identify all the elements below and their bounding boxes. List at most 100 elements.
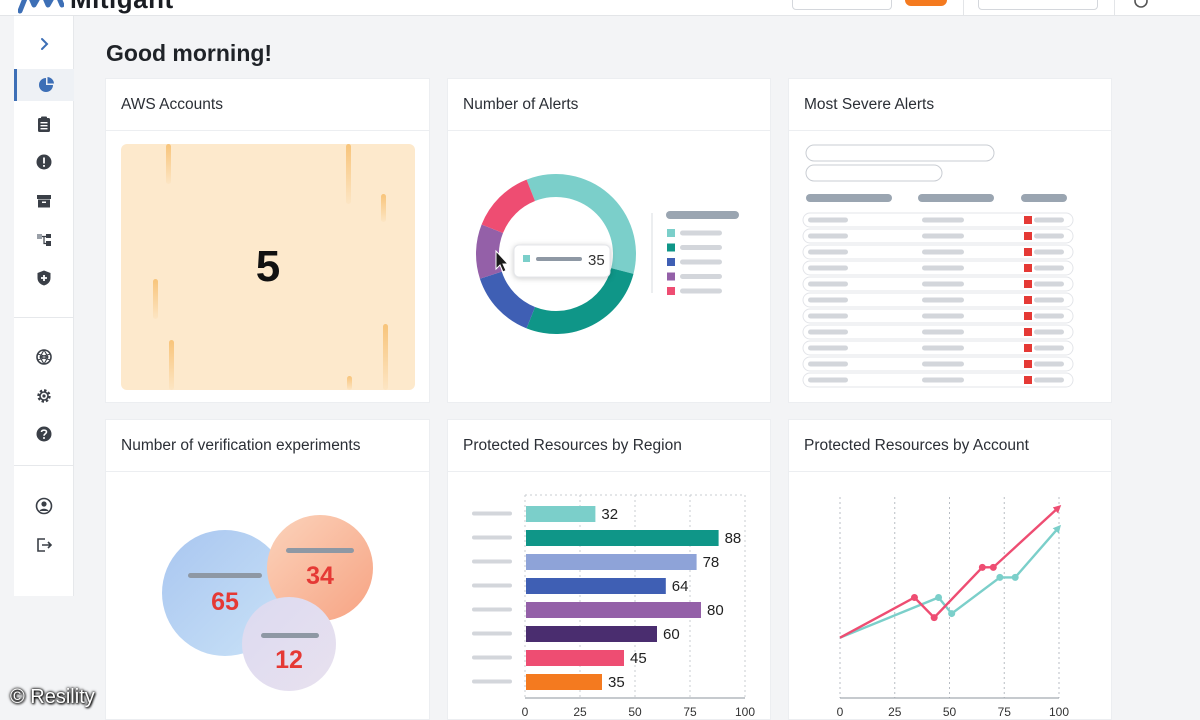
sidebar-item-resources[interactable] — [14, 224, 74, 256]
series-point[interactable] — [948, 610, 956, 618]
top-bar: Mitigant — [0, 0, 1200, 16]
watermark: © Resility — [10, 686, 95, 708]
table-row[interactable] — [802, 276, 1074, 292]
region-bar-5[interactable] — [526, 626, 657, 642]
series-point[interactable] — [978, 563, 986, 571]
series-point[interactable] — [935, 594, 943, 601]
table-row[interactable] — [802, 372, 1074, 388]
legend-swatch-4 — [667, 287, 675, 295]
bar-value-label: 45 — [630, 650, 647, 667]
alerts-donut-chart: 35 — [476, 174, 739, 334]
card-number-of-alerts: Number of Alerts 35 — [447, 78, 771, 403]
severity-marker — [1024, 360, 1032, 368]
series-point[interactable] — [1011, 573, 1019, 581]
severity-marker — [1024, 232, 1032, 240]
severity-filter-input[interactable] — [805, 144, 995, 162]
donut-slice-4[interactable] — [481, 179, 536, 234]
region-bar-6[interactable] — [526, 650, 624, 666]
donut-slice-1[interactable] — [526, 268, 634, 334]
table-row[interactable] — [802, 356, 1074, 372]
hierarchy-icon — [37, 234, 51, 246]
svg-text:34: 34 — [306, 562, 334, 590]
sidebar-item-integrations[interactable] — [14, 341, 74, 373]
top-search-field[interactable] — [792, 0, 892, 10]
tooltip-value: 35 — [588, 252, 605, 269]
region-bar-1[interactable] — [526, 530, 719, 546]
severity-marker — [1024, 216, 1032, 224]
table-row[interactable] — [802, 228, 1074, 244]
table-row[interactable] — [802, 324, 1074, 340]
table-row[interactable] — [802, 244, 1074, 260]
severity-marker — [1024, 264, 1032, 272]
x-tick-label: 0 — [837, 705, 844, 719]
sidebar-item-archive[interactable] — [14, 185, 74, 217]
sidebar-item-dashboard[interactable] — [14, 69, 74, 101]
region-bar-3[interactable] — [526, 578, 666, 594]
severe-alerts-table — [802, 144, 1074, 388]
svg-text:12: 12 — [275, 646, 303, 674]
bar-label-placeholder — [472, 679, 512, 684]
bar-label-placeholder — [472, 511, 512, 516]
donut-slice-0[interactable] — [526, 174, 636, 274]
brand[interactable]: Mitigant — [18, 0, 174, 15]
legend-label-placeholder — [680, 230, 722, 236]
top-divider — [1114, 0, 1115, 15]
cursor-icon — [495, 249, 510, 273]
table-row[interactable] — [802, 212, 1074, 228]
legend-label-placeholder — [680, 288, 722, 294]
card-title: Protected Resources by Account — [789, 420, 1111, 472]
sidebar-item-logout[interactable] — [14, 529, 74, 561]
search-filter-input[interactable] — [805, 164, 943, 182]
sidebar-item-settings[interactable] — [14, 380, 74, 412]
table-row[interactable] — [802, 260, 1074, 276]
bubble-12[interactable]: 12 — [242, 597, 336, 691]
legend-swatch-2 — [667, 258, 675, 266]
bubble-34[interactable]: 34 — [267, 515, 373, 621]
table-row[interactable] — [802, 340, 1074, 356]
logo-icon — [18, 0, 64, 13]
series-point[interactable] — [996, 573, 1004, 581]
series-line-0[interactable] — [839, 505, 1062, 639]
sidebar — [14, 16, 74, 596]
region-bar-4[interactable] — [526, 602, 701, 618]
legend-label-placeholder — [680, 259, 722, 265]
card-title: Number of verification experiments — [106, 420, 429, 472]
experiments-bubble-chart: 65 34 12 — [162, 515, 373, 691]
x-tick-label: 0 — [522, 705, 529, 719]
sidebar-item-help[interactable] — [14, 418, 74, 450]
top-primary-button[interactable] — [905, 0, 947, 6]
series-point[interactable] — [910, 594, 918, 601]
bar-label-placeholder — [472, 559, 512, 564]
bar-value-label: 88 — [725, 530, 742, 547]
sidebar-item-reports[interactable] — [14, 108, 74, 140]
x-tick-label: 25 — [573, 705, 587, 719]
region-bar-chart: 32 88 78 64 80 60 45 35 0 25 50 75 100 — [472, 494, 755, 719]
aws-accounts-tile[interactable]: 5 — [121, 144, 415, 390]
x-tick-label: 50 — [628, 705, 642, 719]
series-point[interactable] — [989, 563, 997, 571]
column-header-placeholder — [918, 194, 994, 202]
legend-swatch-3 — [667, 272, 675, 281]
notification-icon[interactable] — [1132, 0, 1150, 10]
account-selector[interactable] — [978, 0, 1098, 10]
table-row[interactable] — [802, 292, 1074, 308]
sidebar-item-alerts[interactable] — [14, 146, 74, 178]
bar-label-placeholder — [472, 631, 512, 636]
region-bar-0[interactable] — [526, 506, 596, 522]
sidebar-item-security[interactable] — [14, 262, 74, 294]
column-header-placeholder — [806, 194, 892, 202]
help-icon — [36, 426, 52, 442]
x-tick-label: 75 — [683, 705, 697, 719]
sidebar-item-expand[interactable] — [14, 28, 74, 60]
donut-slice-3[interactable] — [476, 224, 504, 279]
exclamation-icon — [36, 154, 52, 170]
table-row[interactable] — [802, 308, 1074, 324]
x-tick-label: 100 — [1049, 705, 1069, 719]
region-bar-7[interactable] — [526, 674, 602, 690]
region-bar-2[interactable] — [526, 554, 697, 570]
user-icon — [35, 497, 53, 515]
series-point[interactable] — [930, 614, 938, 622]
card-verification-experiments: Number of verification experiments 65 — [105, 419, 430, 720]
donut-slice-2[interactable] — [479, 271, 536, 329]
sidebar-item-account[interactable] — [14, 490, 74, 522]
